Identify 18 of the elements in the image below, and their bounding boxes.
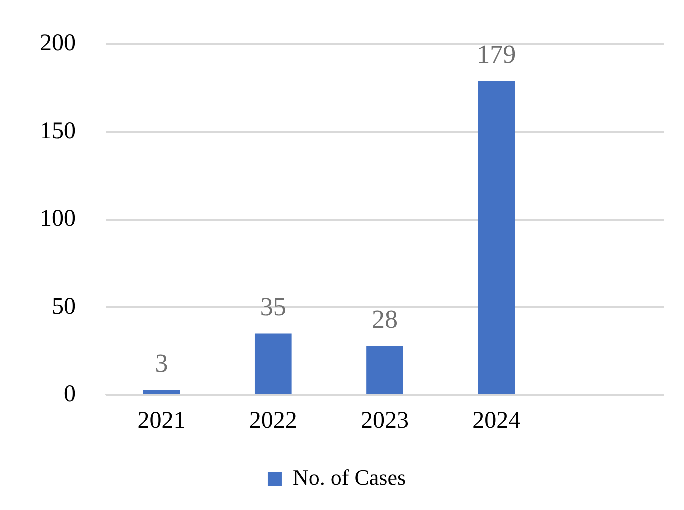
- data-label: 3: [155, 348, 168, 378]
- x-tick-label: 2024: [472, 408, 521, 434]
- data-label: 35: [260, 292, 286, 322]
- bar: [478, 81, 516, 394]
- y-tick-label: 100: [40, 206, 76, 232]
- y-tick-label: 0: [64, 381, 76, 408]
- x-tick-label: 2022: [249, 408, 298, 434]
- bar: [254, 334, 292, 394]
- bar: [143, 390, 180, 394]
- data-label: 28: [372, 304, 398, 334]
- bar: [366, 346, 404, 394]
- y-tick-label: 50: [52, 294, 76, 320]
- data-label: 179: [477, 40, 516, 70]
- x-tick-label: 2021: [138, 408, 186, 434]
- y-tick-label: 200: [40, 30, 76, 57]
- legend-label: No. of Cases: [292, 464, 406, 490]
- x-tick-label: 2023: [361, 408, 409, 434]
- y-tick-label: 150: [40, 118, 76, 144]
